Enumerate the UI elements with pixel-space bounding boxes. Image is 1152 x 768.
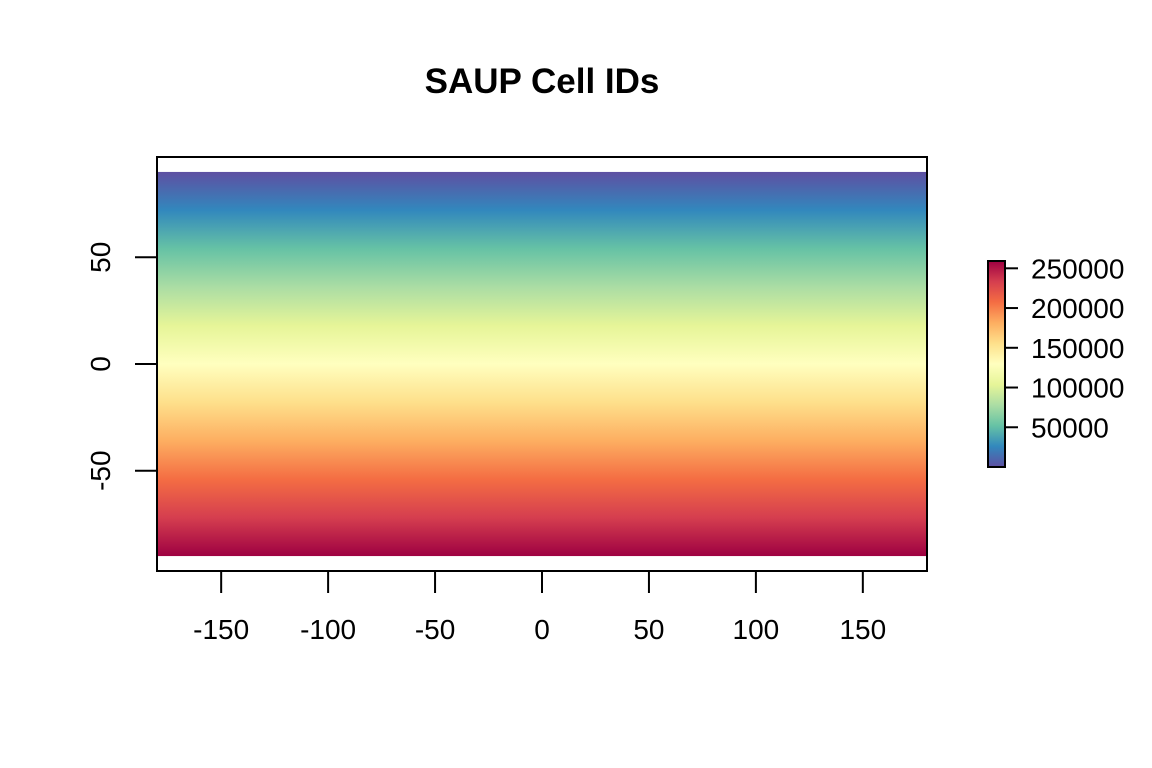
x-tick-label: 100 [733, 614, 780, 645]
x-tick-label: -50 [415, 614, 455, 645]
chart-title: SAUP Cell IDs [425, 62, 660, 101]
x-tick-label: -150 [193, 614, 249, 645]
x-tick-label: 50 [633, 614, 664, 645]
y-axis: -50 0 50 [85, 242, 157, 491]
legend-frame [987, 260, 1006, 468]
legend-tick-label: 250000 [1031, 253, 1124, 284]
plot-area [156, 156, 928, 572]
legend-color-bar [988, 261, 1005, 467]
x-axis: -150 -100 -50 0 50 100 150 [193, 571, 886, 645]
x-tick-label: 0 [534, 614, 550, 645]
color-legend: 50000 100000 150000 200000 250000 [987, 253, 1124, 468]
x-tick-label: 150 [839, 614, 886, 645]
x-tick-label: -100 [300, 614, 356, 645]
legend-ticks: 50000 100000 150000 200000 250000 [1005, 253, 1124, 443]
legend-tick-label: 50000 [1031, 412, 1109, 443]
legend-tick-label: 150000 [1031, 333, 1124, 364]
y-tick-label: 50 [85, 242, 116, 273]
y-tick-label: 0 [85, 356, 116, 372]
raster-image [157, 171, 927, 557]
legend-tick-label: 100000 [1031, 373, 1124, 404]
y-tick-label: -50 [85, 450, 116, 490]
legend-tick-label: 200000 [1031, 293, 1124, 324]
